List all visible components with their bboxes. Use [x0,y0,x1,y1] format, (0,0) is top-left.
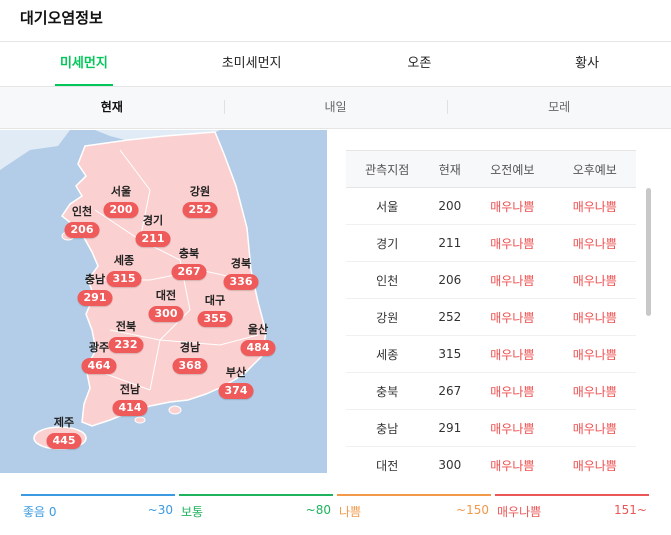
region-chungnam[interactable]: 충남 291 [77,273,113,306]
table-header-row: 관측지점 현재 오전예보 오후예보 [346,150,636,188]
region-ulsan[interactable]: 울산 484 [240,323,276,356]
tab-day-after[interactable]: 모레 [447,87,671,128]
table-row: 충북 267 매우나쁨 매우나쁨 [346,372,636,410]
region-daegu[interactable]: 대구 355 [197,294,233,327]
tab-today[interactable]: 현재 [100,100,123,114]
region-chungbuk[interactable]: 충북 267 [171,247,207,280]
region-daejeon[interactable]: 대전 300 [148,289,184,322]
korea-map: 서울 200 강원 252 인천 206 경기 211 세종 315 충북 26… [0,130,327,473]
table-row: 서울 200 매우나쁨 매우나쁨 [346,187,636,225]
region-jeonnam[interactable]: 전남 414 [112,383,148,416]
region-sejong[interactable]: 세종 315 [106,254,142,287]
col-am-forecast: 오전예보 [471,150,554,188]
tab-tomorrow[interactable]: 내일 [223,87,448,128]
table-scrollbar[interactable] [646,188,651,316]
region-gwangju[interactable]: 광주 464 [81,341,117,374]
pollutant-tabs: 미세먼지 초미세먼지 오존 황사 [0,43,671,87]
table-row: 충남 291 매우나쁨 매우나쁨 [346,409,636,447]
legend-bad: 나쁨 ~150 [337,494,491,519]
legend-very-bad: 매우나쁨 151~ [495,494,649,519]
header: 대기오염정보 [0,0,671,42]
col-site: 관측지점 [346,150,429,188]
page-title: 대기오염정보 [20,9,103,27]
col-current: 현재 [428,150,472,188]
legend: 좋음 0 ~30 보통 ~80 나쁨 ~150 매우나쁨 151~ [0,473,671,535]
col-pm-forecast: 오후예보 [553,150,636,188]
tab-ozone[interactable]: 오존 [407,56,432,71]
legend-good: 좋음 0 ~30 [21,494,175,519]
region-incheon[interactable]: 인천 206 [64,205,100,238]
station-table: 관측지점 현재 오전예보 오후예보 서울 200 매우나쁨 매우나쁨 경기 21… [346,150,636,473]
tab-yellow-dust[interactable]: 황사 [575,56,600,71]
tab-ultrafine-dust[interactable]: 초미세먼지 [221,56,282,71]
region-gyeongnam[interactable]: 경남 368 [172,341,208,374]
region-busan[interactable]: 부산 374 [218,366,254,399]
region-gangwon[interactable]: 강원 252 [182,185,218,218]
table-row: 세종 315 매우나쁨 매우나쁨 [346,335,636,373]
region-gyeongbuk[interactable]: 경북 336 [223,257,259,290]
region-jeju[interactable]: 제주 445 [46,416,82,449]
day-tabs: 현재 내일 모레 [0,87,671,129]
legend-normal: 보통 ~80 [179,494,333,519]
table-row: 강원 252 매우나쁨 매우나쁨 [346,298,636,336]
region-gyeonggi[interactable]: 경기 211 [135,214,171,247]
station-table-container: 관측지점 현재 오전예보 오후예보 서울 200 매우나쁨 매우나쁨 경기 21… [346,150,651,473]
table-row: 대전 300 매우나쁨 매우나쁨 [346,446,636,473]
region-seoul[interactable]: 서울 200 [103,185,139,218]
tab-fine-dust[interactable]: 미세먼지 [0,43,168,86]
region-jeonbuk[interactable]: 전북 232 [108,320,144,353]
table-row: 인천 206 매우나쁨 매우나쁨 [346,261,636,299]
table-row: 경기 211 매우나쁨 매우나쁨 [346,224,636,262]
